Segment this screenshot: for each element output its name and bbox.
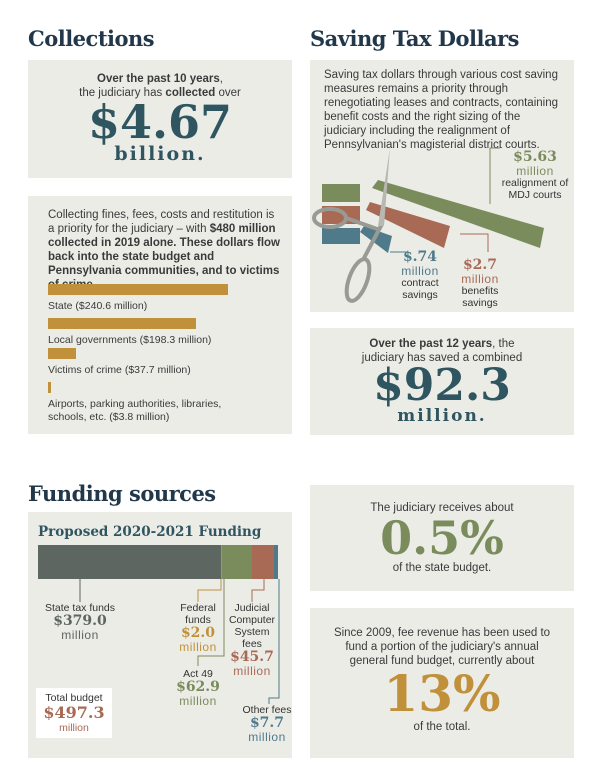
collection-bar-label: Local governments ($198.3 million) xyxy=(48,334,212,346)
bar-contract-left xyxy=(322,228,360,244)
collections-title: Collections xyxy=(28,26,155,51)
funding-source-label: Act 49 $62.9 million xyxy=(176,668,220,708)
saving-benefits-label: $2.7 million benefits savings xyxy=(461,257,499,310)
state-budget-percent: 0.5% xyxy=(380,511,504,565)
bar-realignment xyxy=(372,180,544,248)
saving-text: Saving tax dollars through various cost … xyxy=(324,69,558,151)
funding-segment xyxy=(252,545,275,579)
saving-contract-label: $.74 million contract savings xyxy=(401,249,439,302)
funding-segment xyxy=(221,545,253,579)
fee-revenue-percent: 13% xyxy=(383,664,501,723)
bar-benefits xyxy=(366,202,450,248)
scissors-icon xyxy=(312,148,390,303)
funding-source-label: State tax funds $379.0 million xyxy=(44,602,116,642)
saving-realignment-label: $5.63 million realignment of MDJ courts xyxy=(501,149,569,202)
collected-amount: $4.67 xyxy=(87,95,233,149)
funding-segment xyxy=(220,545,222,579)
savings-graphic xyxy=(312,147,544,303)
collection-bar xyxy=(48,318,197,329)
state-budget-panel: The judiciary receives about 0.5% of the… xyxy=(310,485,574,591)
funding-panel: Proposed 2020-2021 Funding State tax fun… xyxy=(28,512,292,758)
collection-bar-label: Victims of crime ($37.7 million) xyxy=(48,364,191,376)
fee-revenue-panel: Since 2009, fee revenue has been used to… xyxy=(310,608,574,758)
collections-summary-panel: Over the past 10 years, the judiciary ha… xyxy=(28,60,292,178)
collections-intro: Collecting fines, fees, costs and restit… xyxy=(48,209,280,291)
funding-stacked-bar xyxy=(38,545,278,579)
funding-source-label: Judicial Computer System fees $45.7 millio… xyxy=(228,602,276,678)
funding-source-label: Federal funds $2.0 million xyxy=(179,602,217,654)
collection-bar-label: Airports, parking authorities, libraries… xyxy=(48,398,222,423)
collection-bar xyxy=(48,284,228,295)
funding-chart-title: Proposed 2020-2021 Funding xyxy=(38,524,262,540)
collection-bar-label: State ($240.6 million) xyxy=(48,300,148,312)
funding-title: Funding sources xyxy=(28,481,216,506)
saved-amount: $92.3 xyxy=(373,360,511,411)
collections-breakdown-panel: Collecting fines, fees, costs and restit… xyxy=(28,196,292,434)
saving-title: Saving Tax Dollars xyxy=(310,26,519,51)
collection-bar xyxy=(48,382,51,393)
funding-segment xyxy=(274,545,278,579)
saving-panel: Saving tax dollars through various cost … xyxy=(310,60,574,312)
total-budget-box: Total budget $497.3 million xyxy=(36,688,112,738)
collection-bar xyxy=(48,348,77,359)
funding-segment xyxy=(38,545,221,579)
funding-source-label: Other fees $7.7 million xyxy=(242,704,292,744)
saved-summary-panel: Over the past 12 years, the judiciary has… xyxy=(310,328,574,435)
bar-realignment-left xyxy=(322,184,360,202)
